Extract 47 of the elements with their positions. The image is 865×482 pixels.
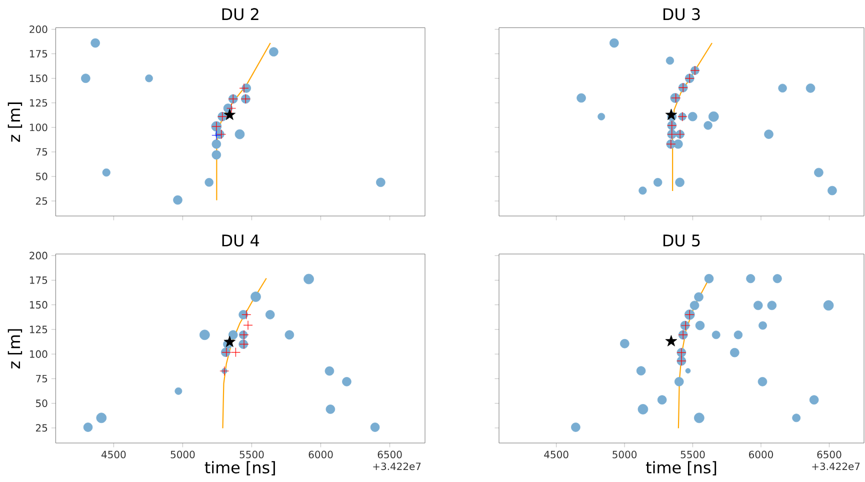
y-tick-label: 125 [30, 99, 48, 107]
y-tick-label: 175 [30, 50, 48, 58]
x-tick-label: 5500 [680, 450, 705, 458]
point [242, 310, 252, 320]
chart-title: DU 5 [663, 234, 700, 246]
point [665, 335, 678, 346]
point [239, 83, 249, 93]
point [230, 347, 241, 358]
y-tick-label: 50 [36, 400, 48, 408]
y-tick-label: 150 [30, 74, 48, 82]
x-axis-title: time [ns] [204, 461, 275, 476]
point [212, 130, 222, 140]
point [224, 108, 236, 120]
x-tick-label: 6000 [308, 450, 333, 458]
text: +3.422e7 [373, 462, 421, 470]
y-tick-label: 50 [36, 172, 48, 180]
chart-title: DU 4 [222, 234, 260, 246]
y-tick-label: 25 [36, 197, 48, 205]
x-tick-label: 5000 [170, 450, 195, 458]
y-axis-title: z [m] [8, 329, 22, 369]
y-tick-label: 200 [30, 25, 48, 34]
point [243, 320, 253, 330]
point [226, 103, 236, 114]
y-tick-label: 75 [36, 374, 48, 382]
y-tick-label: 200 [30, 252, 48, 260]
y-tick-label: 175 [30, 276, 48, 284]
x-tick-label: 4500 [101, 450, 126, 458]
text: +3.422e7 [812, 462, 860, 470]
y-tick-label: 150 [30, 301, 48, 309]
x-tick-label: 6500 [378, 450, 402, 458]
y-tick-label: 100 [30, 124, 48, 132]
y-axis-title: z [m] [8, 102, 22, 142]
point [224, 336, 236, 348]
x-tick-label: 5500 [240, 450, 264, 458]
x-tick-label: 6000 [749, 450, 774, 458]
point [665, 108, 678, 120]
x-tick-label: 4500 [544, 450, 568, 458]
chart-title: DU 3 [663, 8, 700, 20]
y-tick-label: 75 [36, 148, 48, 156]
x-tick-label: 6500 [817, 450, 842, 458]
x-axis-title: time [ns] [646, 461, 716, 476]
chart-title: DU 2 [222, 8, 258, 20]
y-tick-label: 100 [30, 350, 48, 358]
y-tick-label: 125 [30, 326, 48, 334]
line-series [222, 278, 267, 429]
y-tick-label: 25 [36, 424, 48, 432]
x-tick-label: 5000 [612, 450, 637, 458]
